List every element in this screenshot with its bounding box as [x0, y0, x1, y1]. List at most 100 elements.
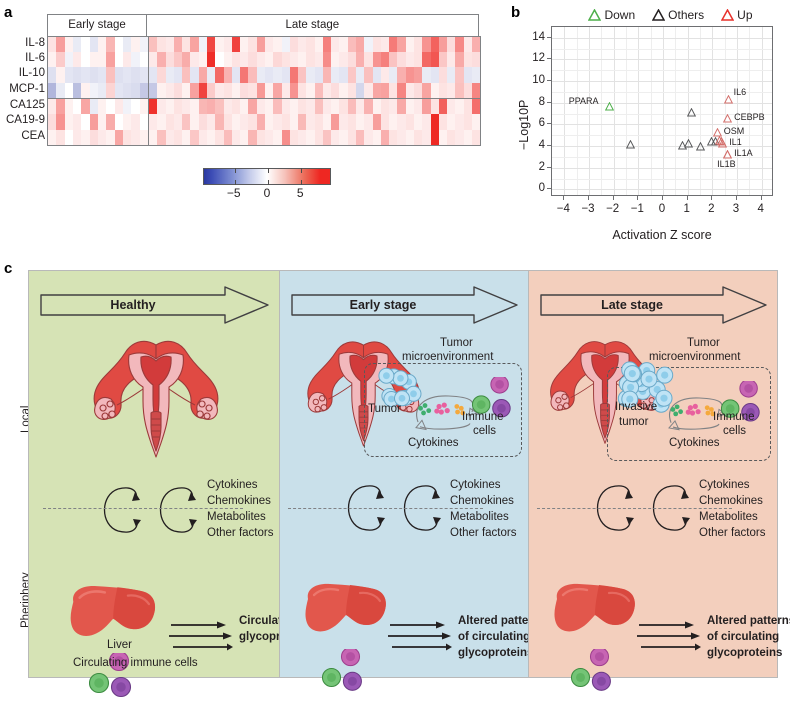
- heatmap-cell: [380, 82, 390, 98]
- heatmap-cell: [397, 82, 406, 98]
- diagram-column-late: Late stage: [528, 270, 790, 691]
- heatmap-cell: [48, 37, 57, 53]
- heatmap-cell: [223, 129, 232, 145]
- heatmap-cell: [356, 67, 365, 83]
- heatmap-cell: [190, 114, 199, 130]
- heatmap-cell: [281, 114, 290, 130]
- arrow-banner-icon: [40, 286, 269, 324]
- colorbar-label: 0: [263, 186, 271, 200]
- heatmap-cell: [364, 99, 373, 115]
- gridline-vertical-minor: [749, 27, 751, 195]
- heatmap-cell: [281, 99, 290, 115]
- heatmap-cell: [72, 99, 82, 115]
- heatmap-cell: [397, 67, 406, 83]
- mediator-other-factors: Other factors: [699, 527, 766, 539]
- mediator-metabolites: Metabolites: [207, 511, 266, 523]
- point-label-osm: OSM: [723, 126, 745, 137]
- heatmap-row: [48, 114, 148, 130]
- heatmap-cell: [97, 99, 107, 115]
- heatmap-cell: [314, 114, 323, 130]
- heatmap-cell: [89, 52, 98, 68]
- heatmap-cell: [306, 67, 315, 83]
- arrow-banner-icon: [540, 286, 767, 324]
- output-arrows: [169, 621, 233, 651]
- mediator-other-factors: Other factors: [207, 527, 274, 539]
- heatmap-cell: [447, 99, 456, 115]
- x-tick-label: 3: [732, 203, 740, 215]
- heatmap-cell: [97, 129, 107, 145]
- tumor-label-line1: Invasive: [615, 401, 658, 413]
- heatmap-cell: [380, 129, 390, 145]
- heatmap-row: [149, 67, 481, 83]
- heatmap-cell: [314, 129, 323, 145]
- heatmap-cell: [264, 67, 274, 83]
- heatmap-cell: [48, 67, 57, 83]
- x-tick-mark: [736, 196, 737, 200]
- heatmap-cell: [372, 67, 381, 83]
- y-tick-mark: [547, 36, 551, 38]
- heatmap-row: [149, 99, 481, 115]
- heatmap-cell: [149, 99, 158, 115]
- heatmap-cell: [264, 37, 274, 53]
- heatmap-block-late: [148, 37, 481, 145]
- heatmap-cell: [97, 37, 107, 53]
- gridline-horizontal-minor: [552, 135, 772, 137]
- heatmap-cell: [422, 114, 431, 130]
- heatmap-cell: [122, 99, 132, 115]
- gridline-horizontal: [552, 59, 772, 61]
- heatmap-cell: [463, 52, 472, 68]
- gridline-horizontal-minor: [552, 178, 772, 180]
- heatmap-cell: [56, 99, 65, 115]
- heatmap-cell: [223, 37, 232, 53]
- x-tick-mark: [760, 196, 762, 200]
- heatmap-cell: [248, 37, 257, 53]
- x-tick-mark: [637, 196, 639, 200]
- heatmap-cell: [190, 52, 199, 68]
- heatmap-cell: [422, 52, 431, 68]
- gridline-horizontal-minor: [552, 113, 772, 115]
- heatmap-cell: [106, 52, 115, 68]
- heatmap-cell: [165, 37, 174, 53]
- heatmap-cell: [289, 129, 299, 145]
- heatmap-cell: [182, 82, 191, 98]
- heatmap-cell: [471, 52, 481, 68]
- heatmap-cell: [455, 129, 464, 145]
- colorbar-tick: [234, 180, 236, 185]
- heatmap-cell: [48, 82, 57, 98]
- heatmap-cell: [72, 67, 82, 83]
- heatmap-row: [48, 67, 148, 83]
- heatmap-cell: [414, 67, 423, 83]
- heatmap-cell: [347, 82, 357, 98]
- heatmap-cell: [114, 99, 123, 115]
- heatmap-row-labels: IL-8 IL-6 IL-10 MCP-1 CA125 CA19-9 CEA: [0, 36, 45, 144]
- heatmap-cell: [89, 37, 98, 53]
- heatmap-cell: [81, 67, 90, 83]
- heatmap-cell: [122, 67, 132, 83]
- scatter-plot-area: PPARA OSM IL1 CEBPB IL6 IL1A IL1B: [551, 26, 773, 196]
- heatmap-cell: [81, 129, 90, 145]
- heatmap-cell: [372, 129, 381, 145]
- cytokines-label: Cytokines: [669, 437, 720, 449]
- heatmap-cell: [438, 52, 448, 68]
- scatter-legend: Down Others Up: [553, 7, 788, 23]
- legend-label: Down: [604, 8, 636, 22]
- heatmap-cell: [380, 37, 390, 53]
- heatmap-cell: [430, 37, 439, 53]
- heatmap-cell: [273, 52, 282, 68]
- heatmap-block-early: [48, 37, 148, 145]
- heatmap-cell: [64, 67, 73, 83]
- heatmap-cell: [347, 67, 357, 83]
- heatmap-row: [149, 129, 481, 145]
- heatmap-cell: [463, 99, 472, 115]
- heatmap-cell: [231, 82, 241, 98]
- heatmap-cell: [248, 114, 257, 130]
- heatmap-cell: [157, 52, 166, 68]
- heatmap-cell: [139, 114, 148, 130]
- heatmap-cell: [430, 52, 439, 68]
- heatmap-cell: [273, 37, 282, 53]
- heatmap-cell: [298, 82, 307, 98]
- heatmap-cell: [248, 67, 257, 83]
- heatmap-cell: [97, 82, 107, 98]
- heatmap-cell: [306, 129, 315, 145]
- heatmap-cell: [438, 114, 448, 130]
